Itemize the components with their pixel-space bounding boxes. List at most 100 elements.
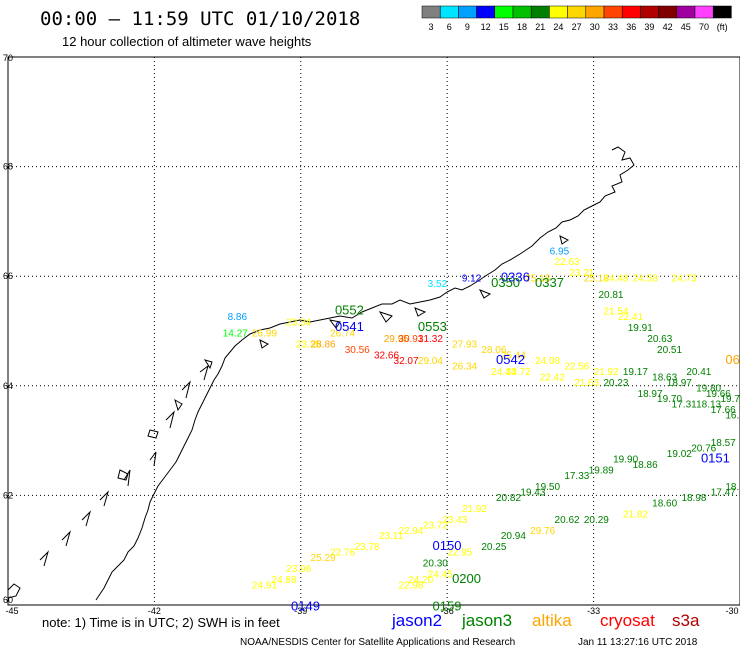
pass-time-label: 0350 [491, 275, 520, 290]
wave-height-label: 24.45 [428, 570, 453, 581]
legend-swatch [530, 5, 550, 19]
wave-height-label: 20.62 [555, 515, 580, 526]
legend-swatch [549, 5, 568, 19]
wave-height-label: 19.89 [589, 465, 614, 476]
legend-swatch [458, 5, 477, 19]
legend-label: 39 [644, 22, 654, 32]
legend-label: 30 [590, 22, 600, 32]
satellite-name: altika [532, 611, 572, 630]
satellite-name: s3a [672, 611, 700, 630]
wave-height-label: 22.42 [540, 372, 565, 383]
wave-height-label: 26.34 [452, 361, 477, 372]
wave-height-label: 19.70 [657, 394, 682, 405]
legend-label: 45 [681, 22, 691, 32]
greenland-coastline [95, 146, 635, 601]
wave-height-label: 17.66 [711, 405, 736, 416]
x-tick-label: -39 [294, 606, 307, 616]
legend-swatch [567, 5, 587, 19]
wave-height-label: 19.80 [696, 383, 721, 394]
pass-time-label: 0150 [433, 538, 462, 553]
wave-height-label: 28.06 [481, 345, 506, 356]
x-tick-label: -30 [725, 606, 738, 616]
wave-height-label: 22.76 [330, 548, 355, 559]
wave-height-label: 22.41 [618, 312, 643, 323]
wave-height-label: 21.82 [623, 509, 648, 520]
legend-swatch [421, 5, 441, 19]
wave-height-label: 21.54 [603, 307, 628, 318]
wave-height-label: 20.29 [584, 515, 609, 526]
legend-label: 3 [428, 22, 433, 32]
coastline-detail [7, 364, 209, 599]
wave-height-label: 24.58 [633, 274, 658, 285]
wave-height-label: 23.96 [286, 564, 311, 575]
pass-time-label: 0159 [433, 598, 462, 613]
y-tick-label: 60 [3, 595, 13, 605]
wave-height-label: 26.74 [330, 328, 355, 339]
wave-height-label: 22.98 [398, 581, 423, 592]
y-tick-label: 62 [3, 490, 13, 500]
wave-height-label: 31.32 [418, 334, 443, 345]
y-tick-label: 68 [3, 162, 13, 172]
legend-label: 27 [572, 22, 582, 32]
lat-lon-grid [7, 56, 740, 606]
legend-swatch [476, 5, 496, 19]
wave-height-label: 20.41 [686, 367, 711, 378]
wave-height-label: 16.98 [725, 411, 740, 422]
wave-height-label: 24.44 [491, 367, 516, 378]
units-note: note: 1) Time is in UTC; 2) SWH is in fe… [42, 615, 280, 630]
wave-height-label: 30.56 [345, 345, 370, 356]
y-tick-label: 66 [3, 271, 13, 281]
legend-swatch [603, 5, 623, 19]
wave-height-label: 23.78 [354, 542, 379, 553]
wave-height-label: 25.18 [584, 274, 609, 285]
wave-height-label: 18.97 [667, 378, 692, 389]
wave-height-label: 21.63 [574, 378, 599, 389]
wave-height-label: 24.88 [272, 575, 297, 586]
x-tick-label: -36 [441, 606, 454, 616]
satellite-legend: jason2 jason3 altika cryosat s3a [391, 611, 700, 630]
wave-height-label: 23.43 [442, 515, 467, 526]
legend-label: 33 [608, 22, 618, 32]
pass-time-label: 0541 [335, 319, 364, 334]
pass-time-label: 0151 [701, 451, 730, 466]
legend-swatch [585, 5, 605, 19]
wave-height-label: 18.98 [681, 493, 706, 504]
wave-height-label: 19.66 [706, 389, 731, 400]
wave-height-label: 20.94 [501, 531, 526, 542]
wave-height-label: 23.72 [506, 367, 531, 378]
wave-height-label: 14.27 [223, 328, 248, 339]
wave-height-label: 23.11 [379, 531, 404, 542]
wave-height-label: 29.04 [418, 356, 443, 367]
y-tick-label: 64 [3, 381, 13, 391]
legend-label: 6 [447, 22, 452, 32]
wave-height-label: 25.18 [525, 274, 550, 285]
wave-height-label: 9.12 [462, 274, 482, 285]
wave-height-label: 29.95 [384, 334, 409, 345]
wave-height-label: 23.21 [569, 268, 594, 279]
wave-height-label: 19.90 [613, 455, 638, 466]
wave-height-label: 30.91 [398, 334, 423, 345]
plot-frame [7, 56, 740, 606]
legend-swatch [494, 5, 514, 19]
pass-time-label: 0200 [452, 571, 481, 586]
pass-time-label: 0149 [291, 598, 320, 613]
wave-height-label: 18.60 [652, 498, 677, 509]
legend-label: (ft) [717, 22, 728, 32]
legend-label: 42 [663, 22, 673, 32]
wave-height-label: 17.47 [711, 487, 736, 498]
wave-height-label: 23.72 [423, 520, 448, 531]
pass-time-label: 0552 [335, 303, 364, 318]
x-tick-label: -33 [587, 606, 600, 616]
wave-height-label: 32.07 [394, 356, 419, 367]
wave-height-label: 18.13 [696, 400, 721, 411]
wave-height-label: 28.86 [311, 339, 336, 350]
wave-height-label: 22.95 [447, 548, 472, 559]
color-legend: 3 6 9 12 15 18 21 24 27 30 33 36 39 42 45 70 (ft) [421, 5, 732, 32]
satellite-name: cryosat [600, 611, 655, 630]
credit-line: NOAA/NESDIS Center for Satellite Applica… [240, 637, 515, 648]
wave-height-label: 18.97 [638, 389, 663, 400]
wave-height-label: 19.72 [720, 394, 740, 405]
wave-height-label: 20.23 [603, 378, 628, 389]
